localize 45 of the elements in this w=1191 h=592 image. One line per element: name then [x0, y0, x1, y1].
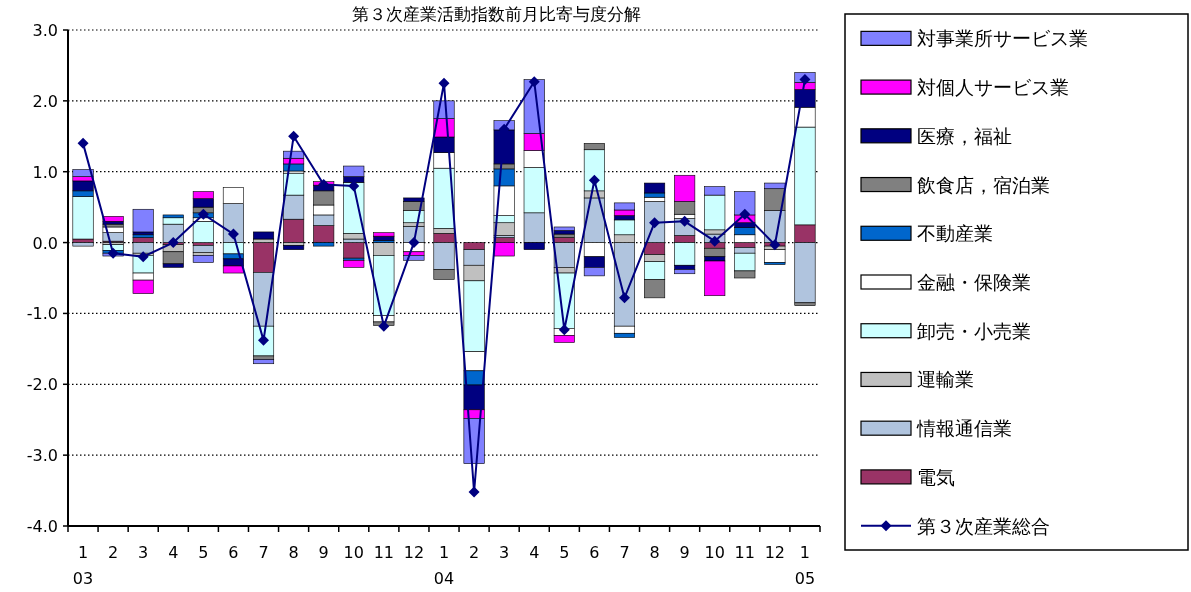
x-tick-label: 2 [468, 543, 480, 562]
x-tick-label: 6 [228, 543, 239, 562]
x-tick-label: 2 [108, 543, 119, 562]
x-tick-label: 6 [589, 543, 600, 562]
y-tick-label: 3.0 [32, 21, 58, 40]
y-tick-label: -4.0 [26, 517, 58, 536]
legend-label: 運輸業 [917, 368, 974, 391]
x-tick-label: 1 05 [794, 543, 816, 588]
y-tick-label: 0.0 [32, 233, 58, 253]
y-tick-label: 2.0 [32, 91, 58, 111]
x-tick-label: 11 [734, 543, 755, 562]
chart-title: 第３次産業活動指数前月比寄与度分解 [352, 4, 641, 24]
x-tick-label: 12 [403, 543, 425, 562]
y-tick-label: -3.0 [26, 446, 58, 466]
x-tick-label: 11 [373, 543, 395, 562]
x-tick-label: 3 [138, 543, 149, 562]
x-tick-label: 4 [529, 543, 540, 562]
legend-label: 第３次産業総合 [917, 514, 1050, 537]
x-tick-label: 5 [559, 543, 570, 562]
legend-label: 不動産業 [917, 222, 993, 245]
x-tick-label: 1 04 [433, 543, 455, 588]
legend-label: 飲食店，宿泊業 [917, 173, 1050, 196]
x-tick-label: 1 03 [72, 543, 94, 588]
x-tick-label: 10 [704, 543, 725, 562]
x-tick-label: 12 [764, 543, 786, 562]
x-tick-label: 3 [499, 543, 510, 562]
legend-label: 電気 [917, 465, 955, 488]
y-tick-label: -2.0 [26, 375, 58, 395]
x-tick-label: 8 [649, 543, 660, 562]
legend-label: 金融・保険業 [917, 271, 1031, 293]
x-tick-label: 9 [679, 543, 690, 562]
legend-label: 医療，福祉 [917, 124, 1012, 147]
x-tick-label: 8 [288, 543, 299, 562]
x-tick-label: 5 [198, 543, 209, 562]
x-tick-label: 7 [258, 543, 269, 562]
y-tick-label: 1.0 [32, 162, 58, 182]
x-tick-label: 7 [619, 543, 630, 562]
x-tick-label: 9 [318, 543, 329, 562]
x-tick-label: 10 [343, 543, 364, 562]
legend-label: 対事業所サービス業 [917, 27, 1088, 50]
y-tick-label: -1.0 [26, 304, 58, 324]
legend-label: 対個人サービス業 [917, 76, 1069, 99]
legend-label: 情報通信業 [916, 417, 1012, 440]
legend-label: 卸売・小売業 [917, 319, 1031, 342]
x-tick-label: 4 [168, 543, 179, 562]
